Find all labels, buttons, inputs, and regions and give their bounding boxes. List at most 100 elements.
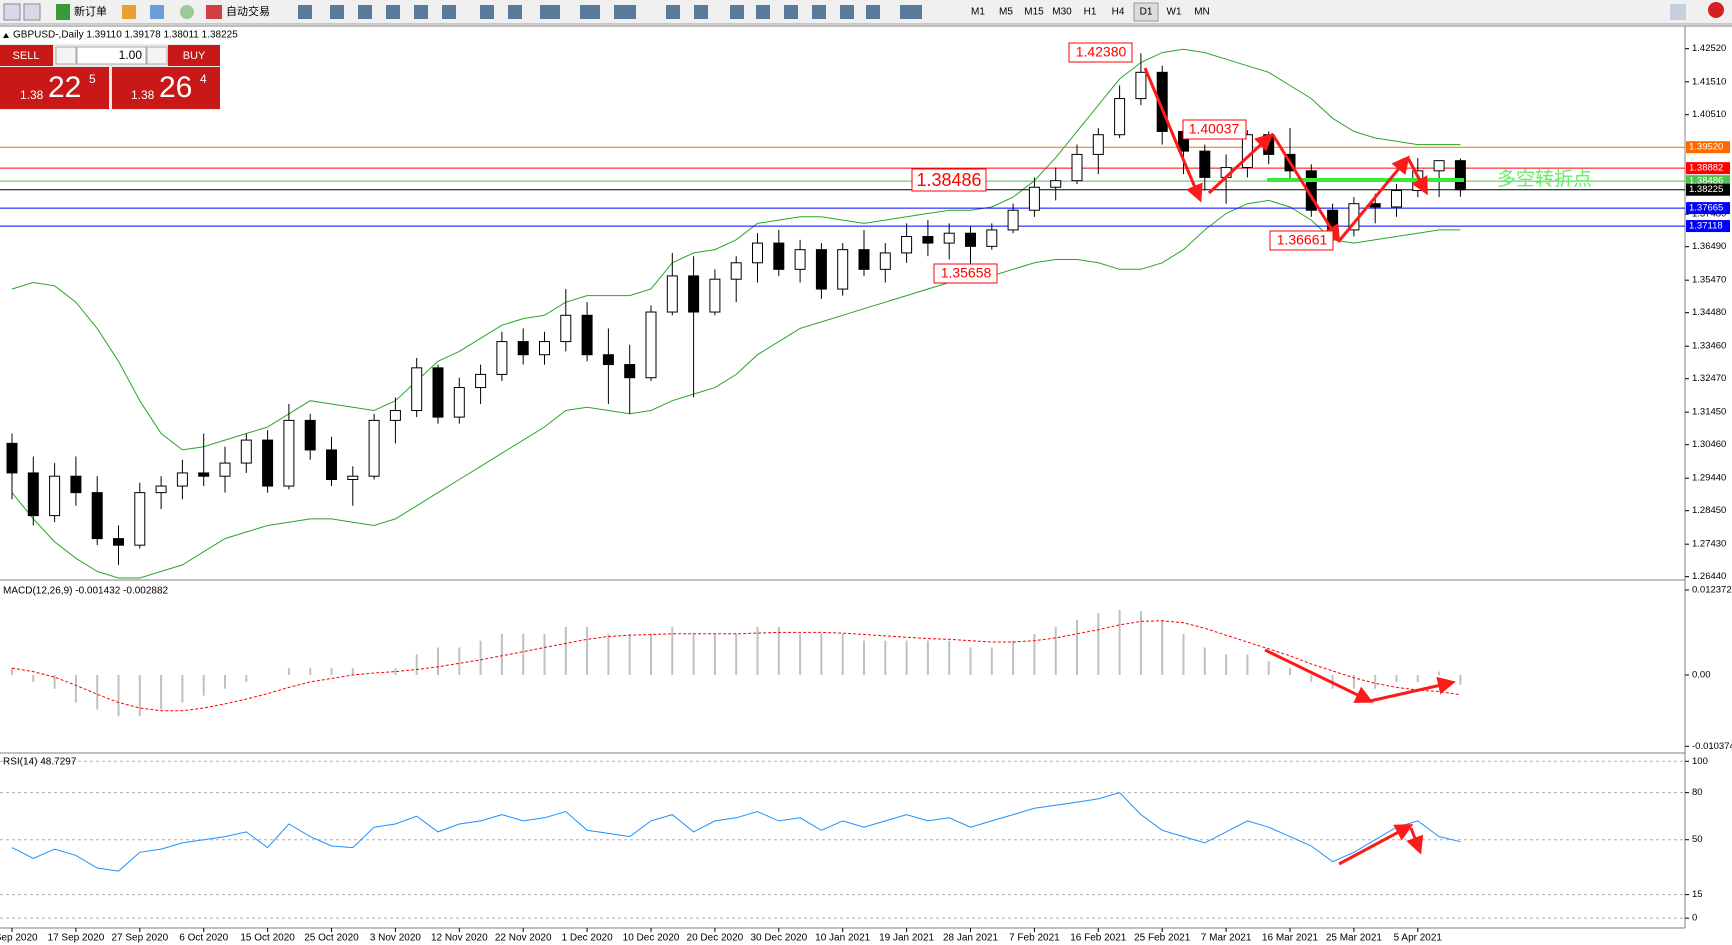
tool-icon[interactable] — [730, 5, 744, 19]
arrow — [1406, 157, 1428, 196]
notification-badge[interactable] — [1708, 2, 1724, 18]
y-tick-label: 1.40510 — [1692, 109, 1726, 120]
y-tick-label: 1.27430 — [1692, 539, 1726, 550]
level-label-bg — [1686, 162, 1730, 175]
tool-icon[interactable] — [756, 5, 770, 19]
sell-label[interactable]: SELL — [13, 50, 40, 62]
tool-icon[interactable] — [784, 5, 798, 19]
x-tick-label: 6 Oct 2020 — [179, 933, 228, 944]
tool-icon[interactable] — [540, 5, 560, 19]
new-order-icon[interactable] — [56, 4, 70, 20]
lot-dropdown[interactable] — [55, 46, 77, 65]
buy-label[interactable]: BUY — [183, 50, 206, 62]
candle-body — [347, 475, 359, 480]
candle-body — [517, 341, 529, 356]
y-tick-label: 80 — [1692, 787, 1703, 798]
tool-icon[interactable] — [900, 5, 922, 19]
y-tick-label: 1.37480 — [1692, 209, 1726, 220]
ask-box[interactable] — [112, 67, 220, 109]
candle-body — [1135, 71, 1147, 100]
candle-body — [1241, 134, 1253, 169]
candle-body — [368, 419, 380, 477]
tool-icon[interactable] — [812, 5, 826, 19]
candle-body — [581, 314, 593, 356]
timeframe-bar: M1 M5 M15 M30 H1 H4 D1 W1 MN — [971, 2, 1210, 22]
bid-big[interactable]: 22 — [48, 71, 81, 104]
y-tick-label: 1.26440 — [1692, 571, 1726, 582]
new-order-button[interactable]: 新订单 — [74, 4, 107, 18]
auto-trading-button[interactable]: 自动交易 — [226, 4, 270, 18]
timeframe-button[interactable]: H4 — [1112, 7, 1125, 18]
x-tick-label: 15 Oct 2020 — [240, 933, 295, 944]
tool-icon[interactable] — [414, 5, 428, 19]
ask-prefix[interactable]: 1.38 — [131, 88, 155, 102]
bid-small[interactable]: 5 — [89, 72, 96, 86]
tool-icon[interactable] — [442, 5, 456, 19]
y-tick-label: 0.012372 — [1692, 585, 1732, 596]
tool-icon[interactable] — [580, 5, 600, 19]
y-tick-label: 1.35470 — [1692, 275, 1726, 286]
x-tick-label: 8 Sep 2020 — [0, 933, 38, 944]
tool-icon[interactable] — [508, 5, 522, 19]
tool-icon[interactable] — [694, 5, 708, 19]
candle-body — [198, 472, 210, 477]
y-tick-label: 15 — [1692, 889, 1703, 900]
tool-icon[interactable] — [866, 5, 880, 19]
search-icon[interactable] — [1670, 4, 1686, 20]
tool-icon[interactable] — [840, 5, 854, 19]
sell-button[interactable] — [0, 45, 53, 66]
x-tick-label: 12 Nov 2020 — [431, 933, 488, 944]
tool-icon[interactable] — [666, 5, 680, 19]
x-tick-label: 3 Nov 2020 — [370, 933, 422, 944]
timeframe-button[interactable]: M30 — [1052, 7, 1072, 18]
y-tick-label: 1.31450 — [1692, 407, 1726, 418]
tool-icon[interactable] — [358, 5, 372, 19]
bid-prefix[interactable]: 1.38 — [20, 88, 44, 102]
candle-body — [91, 492, 103, 540]
timeframe-button[interactable]: D1 — [1140, 7, 1153, 18]
tool-icon[interactable] — [180, 5, 194, 19]
annotation-box — [1182, 119, 1247, 140]
tool-icon[interactable] — [3, 3, 21, 21]
lot-spinner[interactable] — [146, 46, 168, 65]
tool-icon[interactable] — [480, 5, 494, 19]
tool-icon[interactable] — [150, 5, 164, 19]
bid-box[interactable] — [0, 67, 109, 109]
buy-button[interactable] — [168, 45, 220, 66]
timeframe-button[interactable]: M1 — [971, 7, 985, 18]
tool-icon[interactable] — [23, 3, 41, 21]
drawings: 多空转折点 1.42380 1.40037 1.38486 1.35658 1.… — [911, 42, 1592, 866]
auto-trading-icon[interactable] — [206, 5, 222, 19]
tool-icon[interactable] — [122, 5, 136, 19]
candle-body — [922, 236, 934, 244]
candle-body — [219, 462, 231, 477]
tool-icon[interactable] — [386, 5, 400, 19]
ask-big[interactable]: 26 — [159, 71, 192, 104]
lot-field[interactable] — [76, 46, 147, 65]
timeframe-button[interactable]: MN — [1194, 7, 1210, 18]
candle-body — [837, 249, 849, 290]
ask-small[interactable]: 4 — [200, 72, 207, 86]
collapse-icon[interactable] — [3, 33, 9, 38]
y-tick-label: 1.34480 — [1692, 307, 1726, 318]
x-tick-label: 16 Mar 2021 — [1262, 933, 1319, 944]
timeframe-button[interactable]: W1 — [1167, 7, 1182, 18]
candle-body — [389, 410, 401, 421]
candle-body — [986, 229, 998, 247]
level-label: 1.37665 — [1689, 203, 1723, 214]
bollinger-lower — [11, 199, 1461, 579]
level-label-bg — [1686, 220, 1730, 233]
candle-body — [155, 485, 167, 494]
timeframe-button[interactable]: H1 — [1084, 7, 1097, 18]
candle-body — [496, 341, 508, 375]
tool-icon[interactable] — [298, 5, 312, 19]
annotation-box — [911, 168, 987, 192]
tool-icon[interactable] — [330, 5, 344, 19]
lot-value[interactable]: 1.00 — [119, 48, 143, 62]
candle-body — [943, 232, 955, 244]
timeframe-button[interactable]: M5 — [999, 7, 1013, 18]
tool-icon[interactable] — [614, 5, 636, 19]
timeframe-button[interactable]: M15 — [1024, 7, 1044, 18]
candle-body — [1199, 150, 1211, 178]
price-plot: 1.42520 1.41510 1.40510 1.37480 1.36490 1.354… — [0, 43, 1732, 944]
